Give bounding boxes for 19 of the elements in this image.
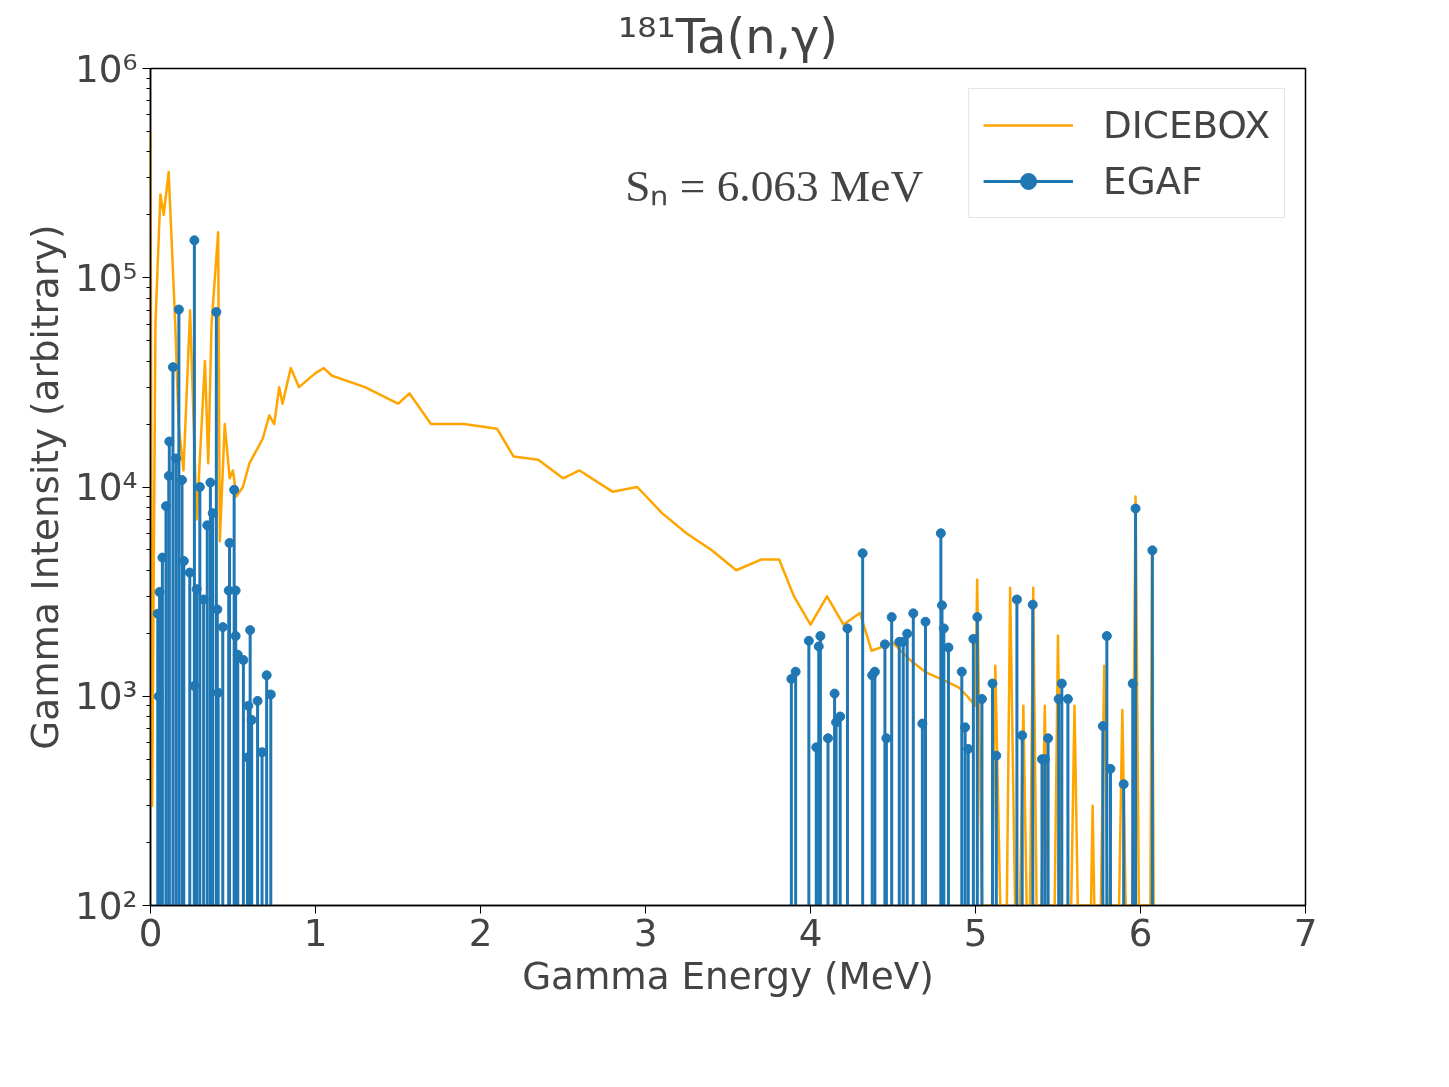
legend-label: DICEBOX (1103, 103, 1270, 147)
x-tick-label: 5 (963, 910, 988, 955)
chart-title: ¹⁸¹Ta(n,γ) (617, 7, 839, 64)
y-axis-title: Gamma Intensity (arbitrary) (23, 224, 68, 750)
y-tick-label: 10³ (75, 674, 138, 719)
x-tick-label: 0 (138, 910, 163, 955)
x-tick-label: 2 (468, 910, 493, 955)
annotation: Sₙ = 6.063 MeV (625, 160, 924, 211)
y-tick-label: 10⁵ (75, 255, 138, 300)
y-tick-label: 10⁶ (75, 46, 138, 91)
x-tick-label: 4 (798, 910, 823, 955)
legend-label: EGAF (1103, 159, 1203, 203)
y-tick-label: 10⁴ (75, 465, 138, 509)
x-tick-label: 1 (303, 910, 328, 955)
y-tick-label: 10² (75, 883, 138, 928)
x-axis-title: Gamma Energy (MeV) (522, 953, 934, 998)
x-tick-label: 3 (633, 910, 658, 955)
x-tick-label: 7 (1293, 910, 1318, 955)
x-tick-label: 6 (1128, 910, 1153, 955)
